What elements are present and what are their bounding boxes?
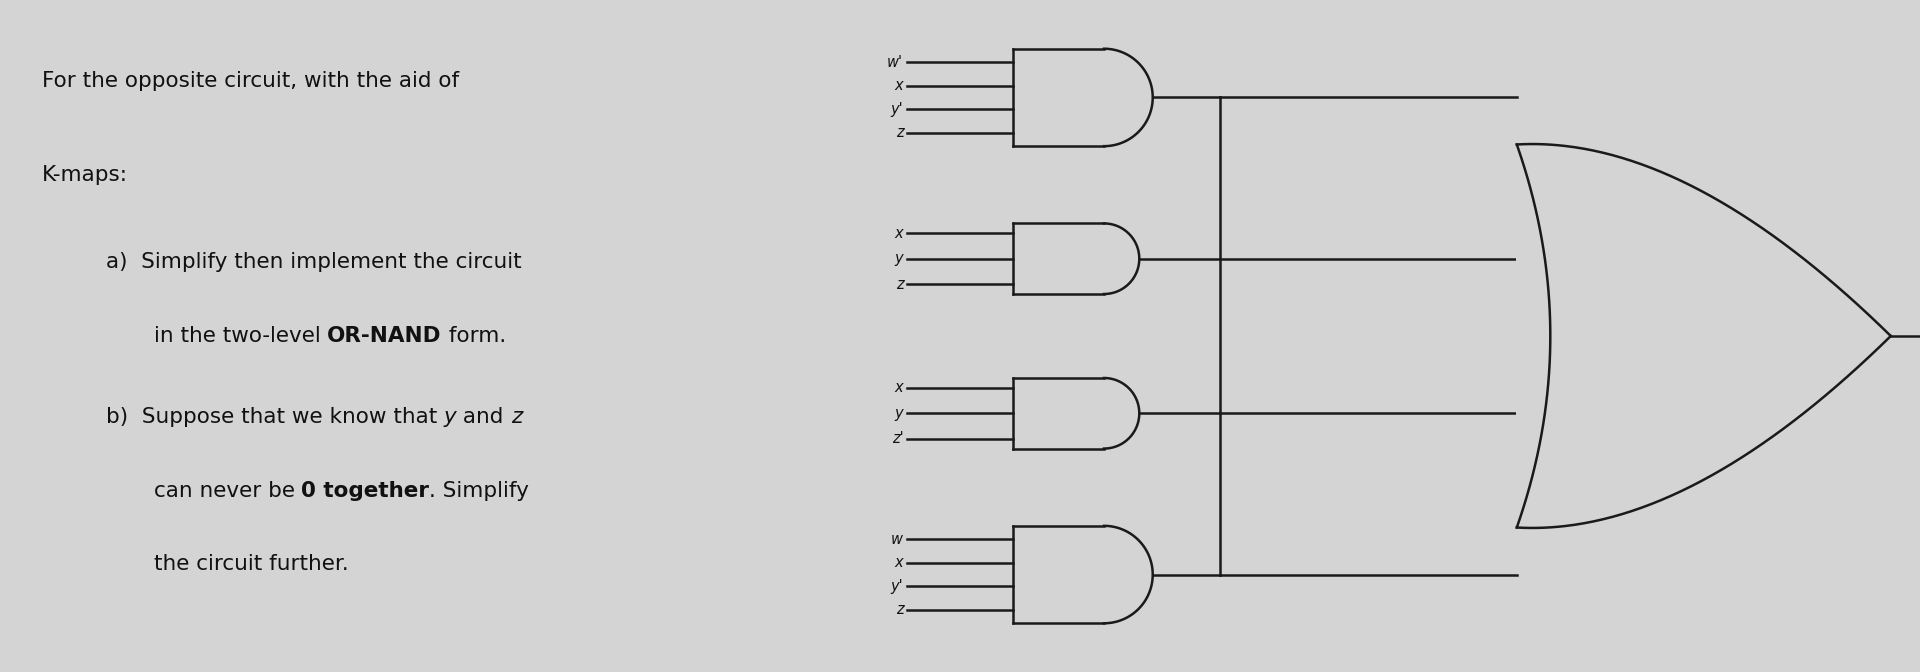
Polygon shape — [1517, 144, 1891, 528]
Text: z': z' — [891, 431, 902, 446]
Text: x: x — [895, 555, 902, 571]
Polygon shape — [1014, 224, 1139, 294]
Text: x: x — [895, 78, 902, 93]
Text: z: z — [895, 125, 902, 140]
Text: b)  Suppose that we know that: b) Suppose that we know that — [106, 407, 444, 427]
Polygon shape — [1014, 378, 1139, 449]
Text: a)  Simplify then implement the circuit: a) Simplify then implement the circuit — [106, 252, 520, 272]
Text: x: x — [895, 380, 902, 395]
Text: w: w — [891, 532, 902, 547]
Text: z: z — [511, 407, 522, 427]
Text: . Simplify: . Simplify — [430, 480, 530, 501]
Text: the circuit further.: the circuit further. — [154, 554, 348, 575]
Text: y': y' — [891, 101, 902, 117]
Text: x: x — [895, 226, 902, 241]
Polygon shape — [1014, 49, 1152, 146]
Text: form.: form. — [442, 326, 507, 346]
Text: w': w' — [887, 55, 902, 70]
Polygon shape — [1014, 526, 1152, 624]
Text: z: z — [895, 277, 902, 292]
Text: OR-NAND: OR-NAND — [326, 326, 442, 346]
Text: y: y — [444, 407, 457, 427]
Text: in the two-level: in the two-level — [154, 326, 326, 346]
Text: and: and — [457, 407, 511, 427]
Text: 0 together: 0 together — [301, 480, 430, 501]
Text: z: z — [895, 602, 902, 617]
Text: y: y — [895, 406, 902, 421]
Text: K-maps:: K-maps: — [42, 165, 129, 185]
Text: y: y — [895, 251, 902, 266]
Text: y': y' — [891, 579, 902, 594]
Text: For the opposite circuit, with the aid of: For the opposite circuit, with the aid o… — [42, 71, 459, 91]
Text: can never be: can never be — [154, 480, 301, 501]
